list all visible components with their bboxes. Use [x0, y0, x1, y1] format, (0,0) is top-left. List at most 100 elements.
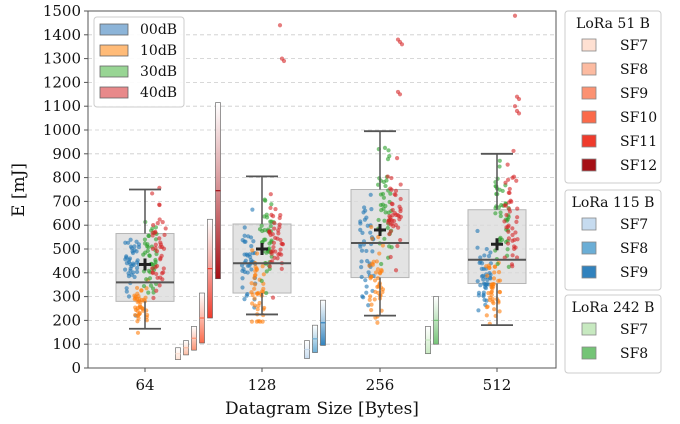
data-point	[390, 202, 395, 207]
data-point	[249, 267, 254, 272]
data-point	[376, 234, 381, 240]
data-point	[380, 287, 386, 292]
legend-swatch	[581, 86, 597, 100]
data-point	[492, 270, 497, 275]
y-tick-label: 700	[52, 192, 81, 210]
data-point	[515, 215, 520, 220]
data-point	[145, 242, 150, 247]
y-tick-label: 400	[52, 264, 81, 282]
data-point	[510, 226, 515, 231]
data-point	[359, 274, 364, 280]
data-point	[245, 292, 250, 297]
data-point	[262, 197, 267, 202]
data-point	[359, 248, 365, 253]
data-point	[393, 268, 399, 273]
data-point	[259, 223, 264, 228]
data-point	[396, 213, 401, 219]
data-point	[368, 294, 373, 299]
y-axis-label: E [mJ]	[9, 163, 29, 217]
data-point	[264, 290, 269, 296]
legend-swatch	[581, 158, 597, 172]
data-point	[506, 177, 511, 182]
data-point	[496, 278, 501, 284]
legend-swatch	[99, 65, 129, 78]
y-tick-label: 1000	[43, 121, 81, 139]
data-point	[491, 276, 497, 281]
x-tick-label: 64	[135, 376, 154, 394]
data-point	[398, 237, 403, 243]
y-tick-label: 1200	[43, 73, 81, 91]
data-point	[476, 308, 481, 313]
data-point	[150, 191, 155, 196]
data-point	[247, 263, 252, 268]
data-point	[146, 268, 151, 273]
data-point	[239, 263, 245, 268]
data-point	[496, 205, 501, 210]
data-point	[264, 250, 269, 255]
data-point	[383, 183, 388, 189]
data-point	[134, 285, 140, 291]
data-point	[250, 207, 255, 212]
data-point	[124, 254, 129, 259]
data-point	[254, 267, 259, 272]
data-point	[370, 236, 375, 241]
data-point	[497, 158, 502, 163]
data-point	[364, 284, 369, 289]
data-point	[144, 318, 149, 323]
data-point	[498, 210, 503, 215]
data-point	[362, 205, 367, 210]
data-point	[127, 256, 133, 261]
legend-label: SF9	[620, 265, 648, 281]
data-point	[256, 303, 261, 308]
data-point	[280, 242, 286, 247]
x-axis: 64 128 256 512	[135, 368, 511, 394]
data-point	[267, 264, 272, 269]
data-point	[397, 204, 402, 209]
data-point	[251, 239, 256, 244]
data-point	[479, 274, 485, 279]
data-point	[242, 233, 247, 238]
data-point	[492, 264, 498, 269]
data-point	[369, 274, 374, 279]
data-point	[150, 226, 155, 231]
data-point	[481, 292, 486, 297]
data-point	[366, 303, 371, 308]
y-tick-label: 600	[52, 216, 81, 234]
data-point	[491, 301, 496, 306]
data-point	[497, 164, 502, 169]
data-point	[250, 248, 255, 253]
data-point	[510, 175, 515, 180]
data-point	[514, 178, 519, 183]
data-point	[486, 254, 492, 259]
data-point	[157, 283, 162, 288]
data-point	[150, 286, 156, 291]
data-point	[128, 237, 133, 242]
data-point	[395, 243, 400, 249]
x-tick-label: 512	[483, 376, 512, 394]
y-tick-label: 200	[52, 311, 81, 329]
data-point	[497, 309, 502, 314]
data-point	[514, 219, 519, 224]
data-point	[153, 225, 159, 230]
noise-legend: 00dB 10dB 30dB 40dB	[93, 16, 185, 108]
data-point	[382, 218, 387, 223]
data-point	[478, 255, 483, 260]
data-point	[272, 220, 277, 226]
data-point	[264, 269, 269, 274]
legend-label: 40dB	[140, 85, 177, 101]
legend-swatch	[581, 62, 597, 76]
box-plots	[115, 189, 527, 302]
y-tick-label: 1300	[43, 50, 81, 68]
noise-legend-frame	[93, 16, 185, 108]
data-point	[162, 232, 167, 238]
data-point	[252, 286, 257, 291]
data-point	[359, 265, 364, 270]
data-point	[150, 270, 155, 275]
data-point	[245, 253, 250, 258]
data-point	[268, 224, 273, 229]
data-point	[123, 267, 128, 272]
data-point	[144, 277, 149, 282]
data-point	[134, 239, 139, 244]
data-point	[492, 307, 497, 312]
data-point	[146, 233, 152, 238]
